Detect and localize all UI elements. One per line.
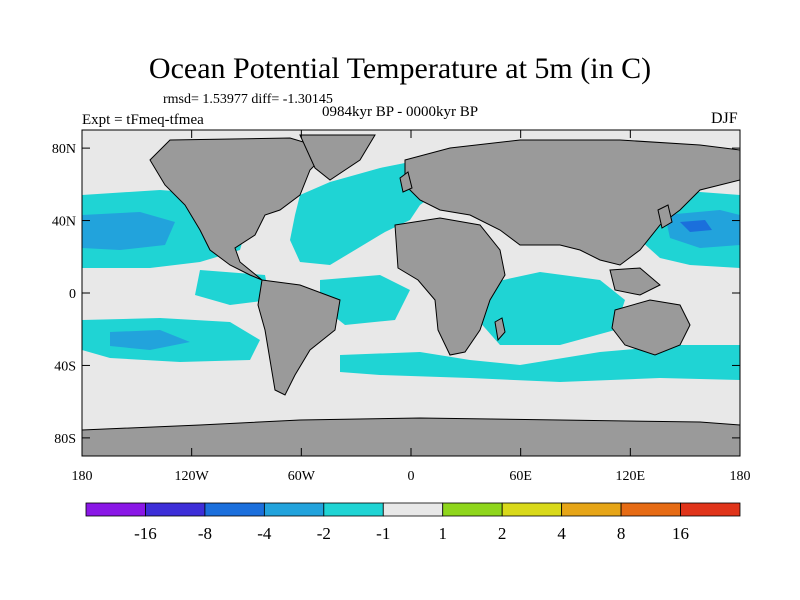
colorbar-swatch [382,502,444,517]
colorbar-swatch [680,502,741,517]
land-north-america [149,137,331,281]
x-tick-label: 60W [288,469,316,484]
colorbar-swatch [442,502,503,517]
anomaly-south-core [110,330,190,350]
colorbar-label: -1 [376,524,390,543]
anomaly-pacific-core-east [82,212,175,250]
anomaly-indian-ocean [478,272,625,345]
colorbar-swatch [561,502,622,517]
x-tick-label: 180 [72,469,93,484]
land-antarctica [82,417,740,456]
land-maritime-continent [609,267,661,296]
y-tick-label: 0 [69,287,76,302]
land-japan [657,204,673,229]
anomaly-tropical-atlantic [320,275,410,325]
y-tick-label: 40N [52,215,76,230]
experiment-label: Expt = tFmeq-tfmea [82,112,204,128]
period-label: 0984kyr BP - 0000kyr BP [322,104,479,120]
colorbar-label: 1 [438,524,447,543]
colorbar-label: 4 [557,524,566,543]
land-greenland [299,134,376,181]
x-tick-label: 60E [509,469,532,484]
land-australia [611,299,691,356]
colorbar-swatch [145,502,206,517]
stats-text: rmsd= 1.53977 diff= -1.30145 [163,92,333,107]
anomaly-tropical-pacific [195,270,270,305]
land-eurasia [404,139,740,266]
land-masses [82,134,740,456]
colorbar-swatch [204,502,265,517]
colorbar-swatch [263,502,325,517]
colorbar-label: 2 [498,524,507,543]
colorbar-label: -16 [134,524,157,543]
land-africa [394,217,506,356]
colorbar-label: -4 [257,524,272,543]
colorbar-label: 16 [672,524,689,543]
x-tick-label: 120E [616,469,646,484]
plot-title: Ocean Potential Temperature at 5m (in C) [148,52,652,85]
colorbar-swatch [323,502,384,517]
y-tick-label: 40S [54,359,76,374]
anomaly-pacific-deep-core [680,220,712,232]
x-tick-label: 120W [175,469,210,484]
land-madagascar [494,317,506,342]
x-axis: 180 120W 60W 0 60E 120E 180 [72,130,751,484]
y-axis: 80N 40N 0 40S 80S [52,142,740,447]
colorbar-label: -8 [198,524,212,543]
colorbar-swatch [501,502,563,517]
colorbar-label: -2 [317,524,331,543]
anomaly-southern-ocean [340,345,740,382]
x-tick-label: 180 [730,469,751,484]
colorbar-label: 8 [617,524,626,543]
y-tick-label: 80N [52,142,76,157]
colorbar-swatch [620,502,681,517]
colorbar-swatch [85,502,146,517]
y-tick-label: 80S [54,432,76,447]
season-label: DJF [711,110,738,127]
x-tick-label: 0 [408,469,415,484]
land-south-america [257,279,341,396]
colorbar: -16 -8 -4 -2 -1 1 2 4 8 16 [85,502,741,543]
land-uk [399,171,413,193]
map-area [82,130,740,456]
